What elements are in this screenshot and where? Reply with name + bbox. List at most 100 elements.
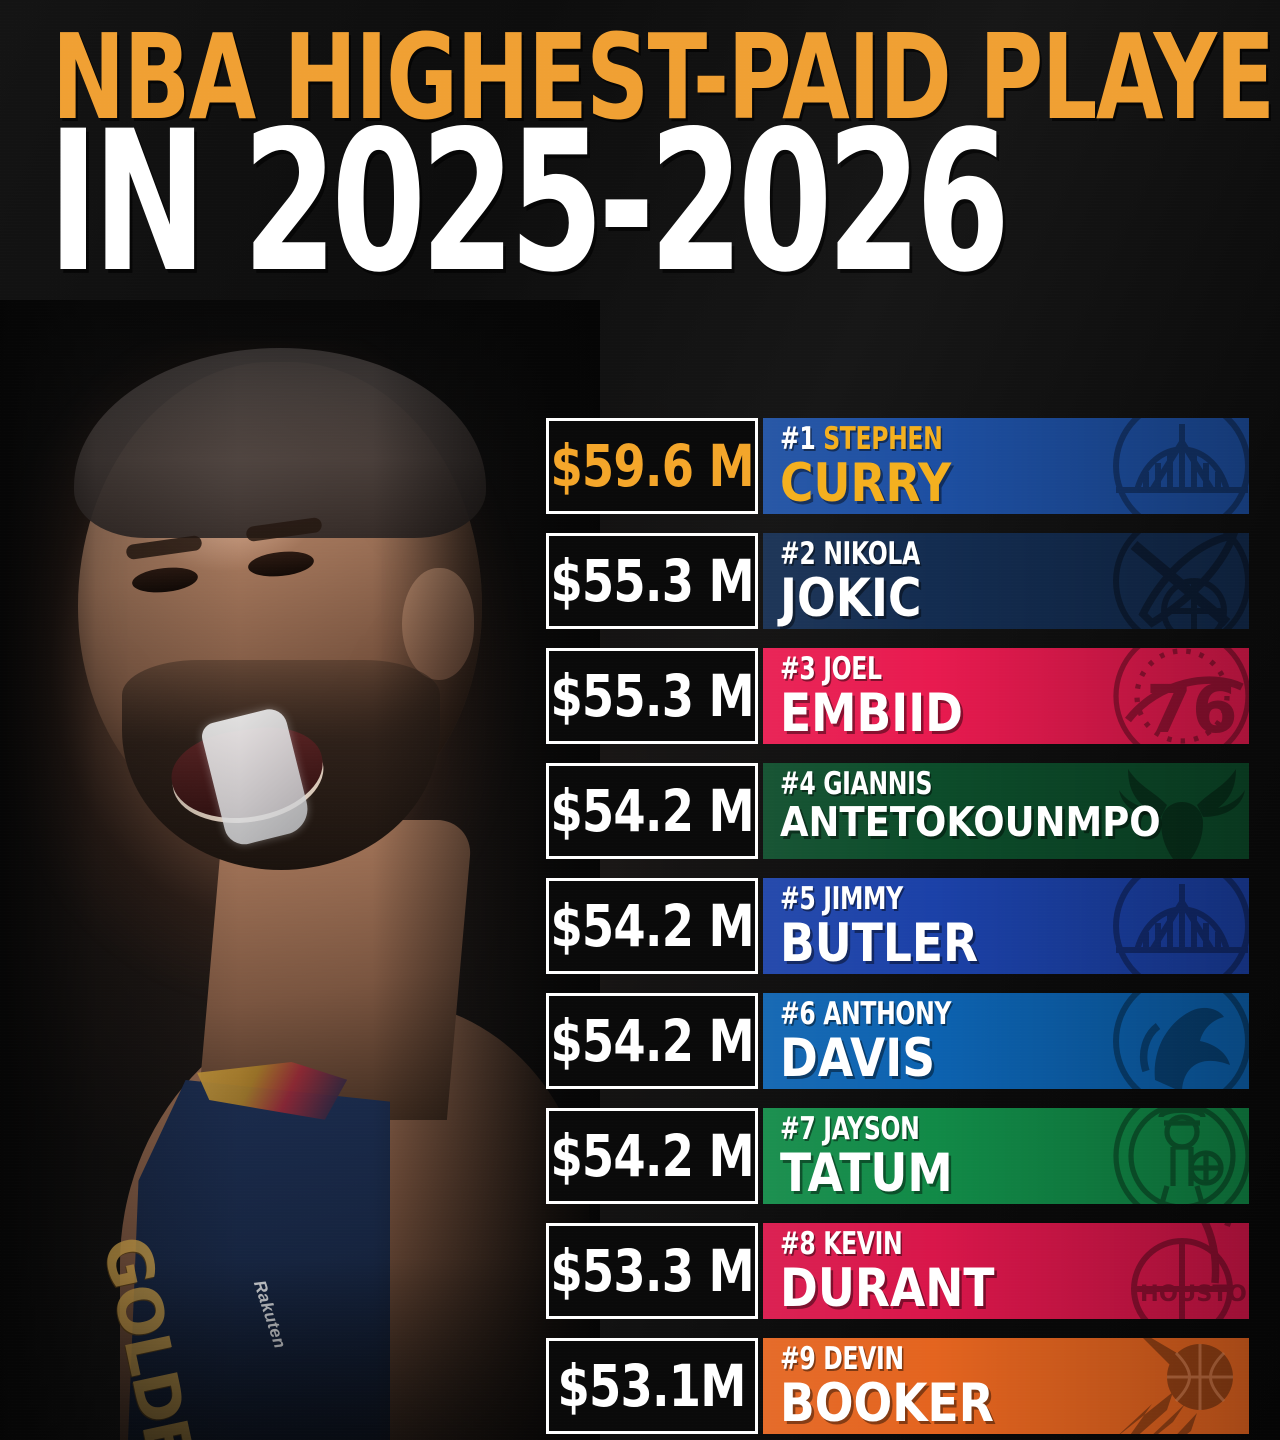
warriors-bridge-logo bbox=[1107, 878, 1249, 974]
photo-ear bbox=[402, 568, 474, 680]
player-name-bar: #2 NIKOLA JOKIC bbox=[763, 533, 1249, 629]
photo-jersey-trim bbox=[194, 1052, 349, 1121]
rank-number: #1 bbox=[780, 421, 816, 457]
first-name: JAYSON bbox=[823, 1111, 920, 1147]
salary-amount: $55.3 M bbox=[550, 662, 754, 730]
last-name: JOKIC bbox=[780, 568, 922, 629]
player-row: $59.6 M #1 STEPHEN CURRY bbox=[546, 418, 1249, 514]
salary-box: $55.3 M bbox=[546, 648, 758, 744]
jersey-sponsor: Rakuten bbox=[249, 1278, 290, 1351]
photo-mouthguard bbox=[199, 705, 313, 849]
photo-glow bbox=[0, 340, 600, 1400]
salary-box: $53.3 M bbox=[546, 1223, 758, 1319]
first-name: STEPHEN bbox=[823, 421, 943, 457]
player-row: $54.2 M #7 JAYSON TATUM bbox=[546, 1108, 1249, 1204]
rank-and-first-name: #4 GIANNIS bbox=[780, 769, 1101, 800]
rank-and-first-name: #1 STEPHEN bbox=[780, 421, 943, 457]
sixers-76-logo: 76 bbox=[1107, 648, 1249, 744]
player-name-bar: #7 JAYSON TATUM bbox=[763, 1108, 1249, 1204]
rank-number: #5 bbox=[780, 881, 816, 917]
salary-amount: $54.2 M bbox=[550, 1007, 754, 1075]
suns-sunburst-logo bbox=[1107, 1338, 1249, 1434]
player-name-text: #5 JIMMY BUTLER bbox=[780, 884, 1010, 971]
photo-neck bbox=[196, 820, 474, 1120]
rank-number: #4 bbox=[780, 766, 816, 802]
svg-text:HOUSTON: HOUSTON bbox=[1140, 1281, 1249, 1307]
rank-number: #6 bbox=[780, 996, 816, 1032]
last-name: EMBIID bbox=[780, 683, 963, 744]
first-name: KEVIN bbox=[823, 1226, 903, 1262]
last-name: TATUM bbox=[780, 1143, 953, 1204]
last-name: BOOKER bbox=[780, 1373, 994, 1434]
player-name-bar: 76 #3 JOEL EMBIID bbox=[763, 648, 1249, 744]
photo-head bbox=[78, 362, 482, 832]
player-name-bar: #9 DEVIN BOOKER bbox=[763, 1338, 1249, 1434]
first-name: NIKOLA bbox=[823, 536, 920, 572]
rank-and-first-name: #9 DEVIN bbox=[780, 1344, 969, 1375]
nuggets-pickaxe-logo bbox=[1107, 533, 1249, 629]
salary-box: $53.1M bbox=[546, 1338, 758, 1434]
rank-number: #8 bbox=[780, 1226, 816, 1262]
player-name-bar: #6 ANTHONY DAVIS bbox=[763, 993, 1249, 1089]
player-row: $55.3 M #2 NIKOLA JOKIC bbox=[546, 533, 1249, 629]
rank-and-first-name: #5 JIMMY bbox=[780, 884, 955, 915]
rank-and-first-name: #6 ANTHONY bbox=[780, 999, 951, 1030]
name-bar-background bbox=[763, 1338, 1249, 1434]
salary-amount: $54.2 M bbox=[550, 1122, 754, 1190]
last-name: ANTETOKOUNMPO bbox=[780, 798, 1161, 846]
salary-amount: $54.2 M bbox=[550, 892, 754, 960]
rockets-logo: HOUSTON bbox=[1107, 1223, 1249, 1319]
player-name-bar: #1 STEPHEN CURRY bbox=[763, 418, 1249, 514]
salary-box: $59.6 M bbox=[546, 418, 758, 514]
celtics-leprechaun-logo bbox=[1107, 1108, 1249, 1204]
photo-mouth bbox=[165, 718, 331, 834]
first-name: DEVIN bbox=[823, 1341, 904, 1377]
photo-hair bbox=[74, 348, 486, 538]
first-name: ANTHONY bbox=[823, 996, 952, 1032]
photo-eye-right bbox=[246, 548, 316, 580]
player-name-text: #8 KEVIN DURANT bbox=[780, 1226, 1029, 1319]
rank-number: #3 bbox=[780, 651, 816, 687]
mavericks-horse-logo bbox=[1107, 993, 1249, 1089]
svg-text:76: 76 bbox=[1146, 671, 1238, 744]
rank-and-first-name: #7 JAYSON bbox=[780, 1114, 933, 1145]
warriors-bridge-logo bbox=[1107, 418, 1249, 514]
name-bar-background bbox=[763, 993, 1249, 1089]
photo-beard bbox=[122, 660, 440, 870]
photo-shoulder bbox=[120, 1000, 590, 1440]
headline-line-1: NBA HIGHEST-PAID PLAYERS bbox=[52, 8, 1280, 146]
salary-amount: $53.1M bbox=[557, 1352, 747, 1420]
player-row: $54.2 M #4 GIANNIS ANTETOKOUNMPO bbox=[546, 763, 1249, 859]
first-name: JOEL bbox=[823, 651, 882, 687]
rank-and-first-name: #2 NIKOLA bbox=[780, 539, 920, 570]
player-name-bar: #5 JIMMY BUTLER bbox=[763, 878, 1249, 974]
salary-box: $54.2 M bbox=[546, 1108, 758, 1204]
player-name-text: #1 STEPHEN CURRY bbox=[780, 421, 994, 514]
salary-box: $54.2 M bbox=[546, 878, 758, 974]
player-name-text: #7 JAYSON TATUM bbox=[780, 1114, 981, 1204]
rank-number: #9 bbox=[780, 1341, 816, 1377]
last-name: CURRY bbox=[780, 453, 952, 514]
name-bar-background bbox=[763, 763, 1249, 859]
name-bar-background bbox=[763, 878, 1249, 974]
player-name-bar: #4 GIANNIS ANTETOKOUNMPO bbox=[763, 763, 1249, 859]
photo-jersey bbox=[128, 1080, 390, 1440]
photo-vignette bbox=[0, 300, 600, 1440]
salary-amount: $53.3 M bbox=[550, 1237, 754, 1305]
headline: NBA HIGHEST-PAID PLAYERS IN 2025-2026 bbox=[0, 0, 1280, 299]
salary-box: $54.2 M bbox=[546, 993, 758, 1089]
salary-box: $54.2 M bbox=[546, 763, 758, 859]
player-row: $53.1M #9 DEVIN BOOKER bbox=[546, 1338, 1249, 1434]
salary-amount: $59.6 M bbox=[550, 432, 754, 500]
rank-number: #2 bbox=[780, 536, 816, 572]
last-name: DURANT bbox=[780, 1258, 995, 1319]
photo-eyebrow-right bbox=[245, 516, 323, 543]
player-row: $54.2 M #6 ANTHONY DAVIS bbox=[546, 993, 1249, 1089]
rank-and-first-name: #3 JOEL bbox=[780, 654, 942, 685]
player-name-text: #9 DEVIN BOOKER bbox=[780, 1344, 1029, 1434]
player-name-text: #4 GIANNIS ANTETOKOUNMPO bbox=[780, 769, 1203, 843]
player-row: $54.2 M #5 JIMMY BUTLER bbox=[546, 878, 1249, 974]
